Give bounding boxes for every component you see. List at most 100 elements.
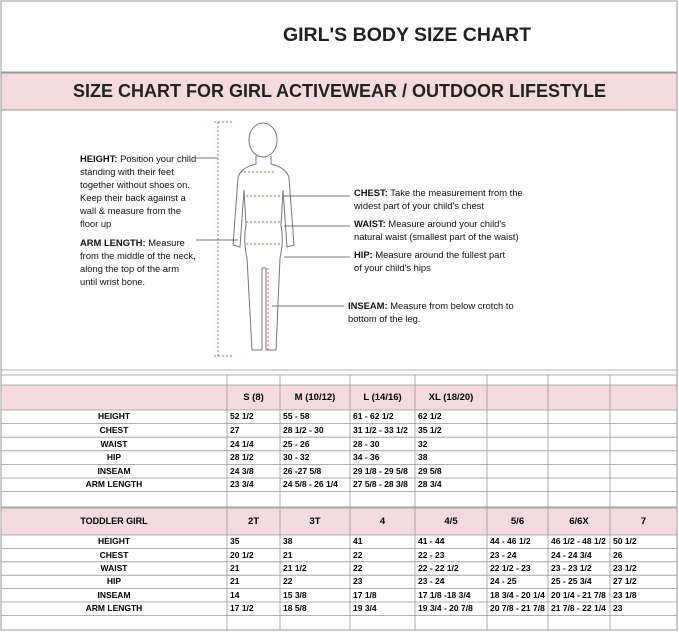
table-cell: HIP <box>106 576 122 587</box>
table-cell: 31 1/2 - 33 1/2 <box>353 424 408 435</box>
table-cell: 29 5/8 <box>418 465 442 476</box>
table-cell: 35 <box>230 536 240 547</box>
table-cell: 17 1/2 <box>230 603 254 614</box>
measure-note: INSEAM: Measure from below crotch to bot… <box>348 299 528 325</box>
table-cell: 18 3/4 - 20 1/4 <box>490 589 545 600</box>
table-cell: 20 1/4 - 21 7/8 <box>551 589 606 600</box>
table-cell: 41 - 44 <box>418 536 445 547</box>
table-cell: 18 5/8 <box>283 603 307 614</box>
table-cell: 23 1/2 <box>613 563 637 573</box>
table-cell: 4 <box>379 516 386 527</box>
table-cell: 38 <box>418 452 428 463</box>
header-band <box>1 385 677 410</box>
table-cell: 21 7/8 - 22 1/4 <box>551 603 606 614</box>
table-cell: 50 1/2 <box>613 536 637 547</box>
note-label: CHEST: <box>354 187 388 198</box>
table-cell: 38 <box>283 536 293 547</box>
table-cell: 46 1/2 - 48 1/2 <box>551 536 606 547</box>
table-cell: 23 - 23 1/2 <box>551 563 592 573</box>
table-cell: TODDLER GIRL <box>80 516 148 526</box>
table-cell: 20 7/8 - 21 7/8 <box>490 603 545 614</box>
note-label: HIP: <box>354 249 373 260</box>
pointer-lines <box>196 157 350 307</box>
table-cell: 20 1/2 <box>230 549 254 560</box>
table-cell: 23 1/8 <box>613 589 637 600</box>
measure-note: ARM LENGTH: Measure from the middle of t… <box>80 236 198 288</box>
table-cell: 21 <box>230 563 240 573</box>
measure-note: WAIST: Measure around your child's natur… <box>354 217 529 243</box>
table-cell: 26 -27 5/8 <box>283 465 322 476</box>
header-band <box>1 508 677 535</box>
table-cell: 32 <box>418 438 428 449</box>
measure-note: CHEST: Take the measurement from the wid… <box>354 186 524 212</box>
child-figure <box>232 122 295 351</box>
table-cell: 22 1/2 - 23 <box>490 563 531 573</box>
table-cell: 23 - 24 <box>418 576 445 587</box>
table-cell: 23 <box>353 576 363 587</box>
note-label: INSEAM: <box>348 300 388 311</box>
table-cell: 21 1/2 <box>283 563 307 573</box>
table-cell: HEIGHT <box>97 411 131 422</box>
table-cell: 23 - 24 <box>490 549 517 560</box>
table-cell: 22 <box>353 549 363 560</box>
table-cell: 41 <box>353 536 363 547</box>
table-cell: 24 - 25 <box>490 576 517 587</box>
table-cell: S (8) <box>243 392 264 403</box>
measure-lines <box>214 121 282 357</box>
table-cell: 25 - 25 3/4 <box>551 576 592 587</box>
table-cell: CHEST <box>99 424 129 435</box>
table-cell: 44 - 46 1/2 <box>490 536 531 547</box>
note-text: Measure from the middle of the neck, alo… <box>80 237 196 287</box>
table-cell: INSEAM <box>97 465 131 476</box>
note-text: Measure from below crotch to bottom of t… <box>348 300 514 324</box>
table-cell: 62 1/2 <box>418 411 442 422</box>
table-cell: 24 - 24 3/4 <box>551 549 592 560</box>
table-cell: 30 - 32 <box>283 452 310 463</box>
table-cell: 28 1/2 - 30 <box>283 424 324 435</box>
table-cell: 52 1/2 <box>230 411 254 422</box>
table-cell: INSEAM <box>97 589 131 600</box>
table-cell: 7 <box>640 516 647 527</box>
table-cell: 24 1/4 <box>230 438 254 449</box>
table-cell: M (10/12) <box>294 392 336 403</box>
table-cell: 35 1/2 <box>418 424 442 435</box>
subtitle-band <box>0 72 678 111</box>
subtitle: SIZE CHART FOR GIRL ACTIVEWEAR / OUTDOOR… <box>72 81 606 101</box>
note-text: Position your child standing with their … <box>80 153 197 229</box>
table-cell: 28 3/4 <box>418 479 442 490</box>
note-text: Measure around the fullest part of your … <box>354 249 506 273</box>
table-cell: ARM LENGTH <box>85 479 143 490</box>
measure-note: HEIGHT: Position your child standing wit… <box>80 152 198 230</box>
table-cell: 27 <box>230 424 240 435</box>
table-cell: 17 1/8 -18 3/4 <box>418 589 471 600</box>
table-cell: 61 - 62 1/2 <box>353 411 394 422</box>
table-cell: 15 3/8 <box>283 589 307 600</box>
table-cell: 21 <box>230 576 240 587</box>
table-cell: CHEST <box>99 549 129 560</box>
note-text: Take the measurement from the widest par… <box>354 187 523 211</box>
note-text: Measure around your child's natural wais… <box>354 218 519 242</box>
table-cell: 23 <box>613 603 623 614</box>
table-cell: 25 - 26 <box>283 438 310 449</box>
table-cell: 55 - 58 <box>283 411 310 422</box>
table-cell: WAIST <box>100 438 128 449</box>
table-cell: L (14/16) <box>363 392 402 403</box>
table-cell: 22 <box>353 563 363 573</box>
table-cell: ARM LENGTH <box>85 603 143 614</box>
table-cell: 14 <box>230 589 240 600</box>
table-cell: 21 <box>283 549 293 560</box>
table-cell: 24 3/8 <box>230 465 254 476</box>
table-cell: 19 3/4 <box>353 603 377 614</box>
table-cell: 22 - 22 1/2 <box>418 563 459 573</box>
table-cell: HEIGHT <box>97 536 131 547</box>
table-cell: 26 <box>613 549 623 560</box>
table-cell: 3T <box>309 516 321 527</box>
table-cell: 17 1/8 <box>353 589 377 600</box>
table-cell: 6/6X <box>569 516 589 527</box>
table-cell: XL (18/20) <box>428 392 474 403</box>
table-cell: 4/5 <box>444 516 458 527</box>
table-cell: 24 5/8 - 26 1/4 <box>283 479 338 490</box>
table-cell: 28 1/2 <box>230 452 254 463</box>
